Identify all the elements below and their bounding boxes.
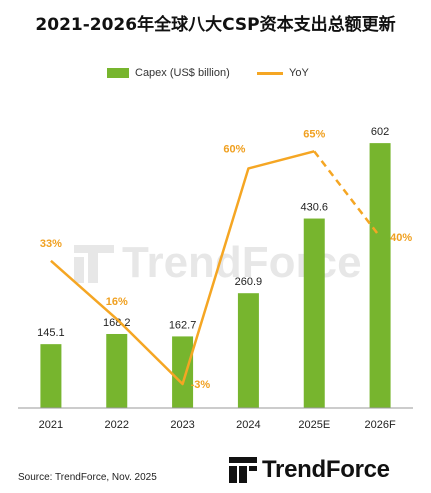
- bar-2022: [106, 333, 128, 408]
- bar-2026F: [369, 143, 391, 408]
- legend-line-swatch: [257, 71, 283, 75]
- bar-value-label: 145.1: [37, 327, 65, 339]
- legend-item-capex: Capex (US$ billion): [107, 67, 230, 79]
- x-tick-label: 2023: [170, 419, 194, 431]
- chart-title: 2021-2026年全球八大CSP资本支出总额更新: [35, 15, 396, 35]
- bar-2023: [172, 336, 194, 408]
- bar-2021: [40, 344, 62, 408]
- legend-label-yoy: YoY: [289, 67, 309, 79]
- x-tick-label: 2024: [236, 419, 260, 431]
- bar-value-label: 260.9: [235, 276, 263, 288]
- bar-2025E: [303, 218, 325, 408]
- trendforce-logo: TrendForce: [229, 456, 390, 484]
- yoy-value-label: 33%: [40, 238, 62, 250]
- legend-label-capex: Capex (US$ billion): [135, 67, 230, 79]
- yoy-value-label: -3%: [191, 379, 211, 391]
- yoy-line-solid: [50, 150, 315, 386]
- legend-bar-swatch: [107, 68, 129, 78]
- legend: Capex (US$ billion) YoY: [0, 67, 431, 85]
- bar-2024: [237, 293, 259, 408]
- source-note: Source: TrendForce, Nov. 2025: [18, 472, 157, 483]
- logo-text: TrendForce: [262, 456, 390, 483]
- bar-value-label: 602: [371, 126, 389, 138]
- yoy-line-dashed: [313, 150, 382, 238]
- x-tick-label: 2026F: [364, 419, 395, 431]
- bar-value-label: 162.7: [169, 319, 197, 331]
- x-tick-label: 2025E: [298, 419, 330, 431]
- trendforce-logo-icon: [229, 457, 257, 483]
- bar-value-label: 430.6: [300, 202, 328, 214]
- legend-item-yoy: YoY: [257, 67, 309, 79]
- yoy-value-label: 65%: [303, 128, 325, 140]
- yoy-value-label: 40%: [390, 232, 412, 244]
- x-tick-label: 2021: [39, 419, 63, 431]
- yoy-value-label: 60%: [223, 143, 245, 155]
- watermark-logo-icon: [74, 245, 114, 283]
- yoy-value-label: 16%: [106, 296, 128, 308]
- x-tick-label: 2022: [105, 419, 129, 431]
